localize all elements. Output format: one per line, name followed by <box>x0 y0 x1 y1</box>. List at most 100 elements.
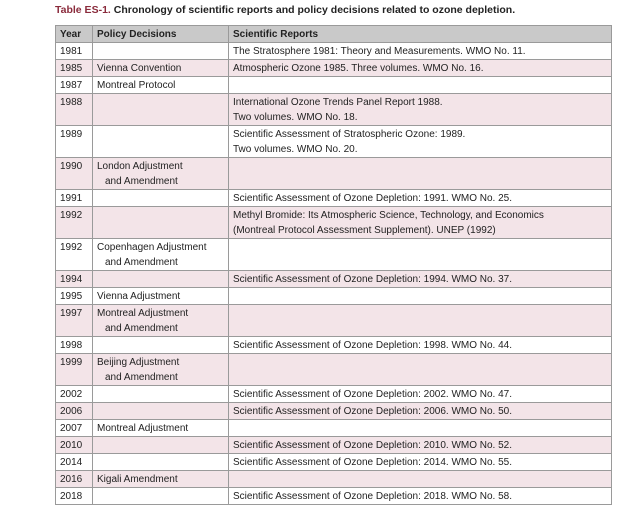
policy-cell <box>92 270 229 288</box>
policy-cell <box>92 453 229 471</box>
policy-cell: Copenhagen Adjustment and Amendment <box>92 238 229 271</box>
policy-cell: Montreal Protocol <box>92 76 229 94</box>
table-row: 1991 Scientific Assessment of Ozone Deple… <box>55 189 612 207</box>
policy-cell <box>92 125 229 158</box>
table-row: 1998 Scientific Assessment of Ozone Deple… <box>55 336 612 354</box>
reports-line: Scientific Assessment of Ozone Depletion… <box>233 340 513 351</box>
policy-cell <box>92 42 229 60</box>
policy-cell <box>92 402 229 420</box>
year-cell: 2014 <box>55 453 93 471</box>
policy-cell <box>92 436 229 454</box>
reports-cell: Atmospheric Ozone 1985. Three volumes. W… <box>228 59 612 77</box>
policy-line: and Amendment <box>105 323 178 334</box>
reports-cell <box>228 287 612 305</box>
reports-line: Scientific Assessment of Ozone Depletion… <box>233 406 513 417</box>
table: Year Policy Decisions Scientific Reports… <box>55 25 612 505</box>
policy-line: Vienna Convention <box>97 63 182 74</box>
policy-line: Montreal Protocol <box>97 80 176 91</box>
reports-cell: Scientific Assessment of Ozone Depletion… <box>228 385 612 403</box>
table-row: 1990 London Adjustment and Amendment <box>55 157 612 190</box>
year-cell: 1997 <box>55 304 93 337</box>
policy-line: Montreal Adjustment <box>97 423 189 434</box>
year-cell: 1981 <box>55 42 93 60</box>
year-cell: 2016 <box>55 470 93 488</box>
table-row: 1987 Montreal Protocol <box>55 76 612 94</box>
policy-line: Vienna Adjustment <box>97 291 181 302</box>
policy-line: London Adjustment <box>97 161 183 172</box>
policy-cell: Beijing Adjustment and Amendment <box>92 353 229 386</box>
policy-line: Montreal Adjustment <box>97 308 189 319</box>
policy-cell <box>92 189 229 207</box>
table-row: 1995 Vienna Adjustment <box>55 287 612 305</box>
year-cell: 1990 <box>55 157 93 190</box>
policy-cell <box>92 336 229 354</box>
table-row: 2006 Scientific Assessment of Ozone Deple… <box>55 402 612 420</box>
reports-line: Scientific Assessment of Ozone Depletion… <box>233 457 513 468</box>
year-cell: 1988 <box>55 93 93 126</box>
title-label: Table ES-1. <box>55 4 111 16</box>
header-cell: Year <box>55 25 93 43</box>
table-row: 1999 Beijing Adjustment and Amendment <box>55 353 612 386</box>
reports-cell: Scientific Assessment of Ozone Depletion… <box>228 270 612 288</box>
reports-line: Scientific Assessment of Ozone Depletion… <box>233 274 513 285</box>
policy-cell <box>92 93 229 126</box>
reports-cell <box>228 238 612 271</box>
year-cell: 1985 <box>55 59 93 77</box>
year-cell: 2007 <box>55 419 93 437</box>
policy-line: and Amendment <box>105 176 178 187</box>
reports-line: International Ozone Trends Panel Report … <box>233 97 443 108</box>
reports-line: Methyl Bromide: Its Atmospheric Science,… <box>233 210 544 221</box>
table-row: 1992 Copenhagen Adjustment and Amendment <box>55 238 612 271</box>
policy-line: Beijing Adjustment <box>97 357 180 368</box>
reports-cell <box>228 470 612 488</box>
table-row: 2010 Scientific Assessment of Ozone Deple… <box>55 436 612 454</box>
year-cell: 2010 <box>55 436 93 454</box>
table-row: 1994 Scientific Assessment of Ozone Deple… <box>55 270 612 288</box>
policy-line: Copenhagen Adjustment <box>97 242 207 253</box>
reports-line: The Stratosphere 1981: Theory and Measur… <box>233 46 526 57</box>
table-row: 2014 Scientific Assessment of Ozone Deple… <box>55 453 612 471</box>
reports-line: Scientific Assessment of Ozone Depletion… <box>233 193 513 204</box>
year-cell: 1999 <box>55 353 93 386</box>
reports-line: Two volumes. WMO No. 18. <box>233 112 358 123</box>
policy-line: and Amendment <box>105 372 178 383</box>
reports-cell: Scientific Assessment of Stratospheric O… <box>228 125 612 158</box>
header-row: Year Policy Decisions Scientific Reports <box>55 25 612 43</box>
table-title: Table ES-1. Chronology of scientific rep… <box>55 4 515 16</box>
year-cell: 1989 <box>55 125 93 158</box>
table-row: 1989 Scientific Assessment of Stratospher… <box>55 125 612 158</box>
reports-cell <box>228 353 612 386</box>
policy-cell <box>92 385 229 403</box>
reports-line: Scientific Assessment of Ozone Depletion… <box>233 440 513 451</box>
reports-line: Scientific Assessment of Ozone Depletion… <box>233 389 513 400</box>
reports-cell <box>228 304 612 337</box>
reports-cell: The Stratosphere 1981: Theory and Measur… <box>228 42 612 60</box>
year-cell: 1991 <box>55 189 93 207</box>
reports-cell <box>228 157 612 190</box>
reports-cell <box>228 76 612 94</box>
policy-cell: London Adjustment and Amendment <box>92 157 229 190</box>
year-cell: 1992 <box>55 238 93 271</box>
table-row: 1981 The Stratosphere 1981: Theory and Me… <box>55 42 612 60</box>
table-row: 1985 Vienna Convention Atmospheric Ozone 1… <box>55 59 612 77</box>
year-cell: 1998 <box>55 336 93 354</box>
table-row: 1997 Montreal Adjustment and Amendment <box>55 304 612 337</box>
year-cell: 1992 <box>55 206 93 239</box>
policy-cell: Montreal Adjustment and Amendment <box>92 304 229 337</box>
reports-cell: International Ozone Trends Panel Report … <box>228 93 612 126</box>
table-row: 2016 Kigali Amendment <box>55 470 612 488</box>
table-body: 1981 The Stratosphere 1981: Theory and Me… <box>55 42 612 505</box>
reports-cell: Scientific Assessment of Ozone Depletion… <box>228 402 612 420</box>
policy-cell: Vienna Adjustment <box>92 287 229 305</box>
reports-cell: Scientific Assessment of Ozone Depletion… <box>228 453 612 471</box>
table-row: 2002 Scientific Assessment of Ozone Deple… <box>55 385 612 403</box>
reports-cell: Scientific Assessment of Ozone Depletion… <box>228 189 612 207</box>
table-row: 2018 Scientific Assessment of Ozone Deple… <box>55 487 612 505</box>
reports-line: Atmospheric Ozone 1985. Three volumes. W… <box>233 63 484 74</box>
reports-cell: Scientific Assessment of Ozone Depletion… <box>228 436 612 454</box>
header-cell: Policy Decisions <box>92 25 229 43</box>
year-cell: 1987 <box>55 76 93 94</box>
reports-line: Scientific Assessment of Ozone Depletion… <box>233 491 513 502</box>
reports-cell <box>228 419 612 437</box>
